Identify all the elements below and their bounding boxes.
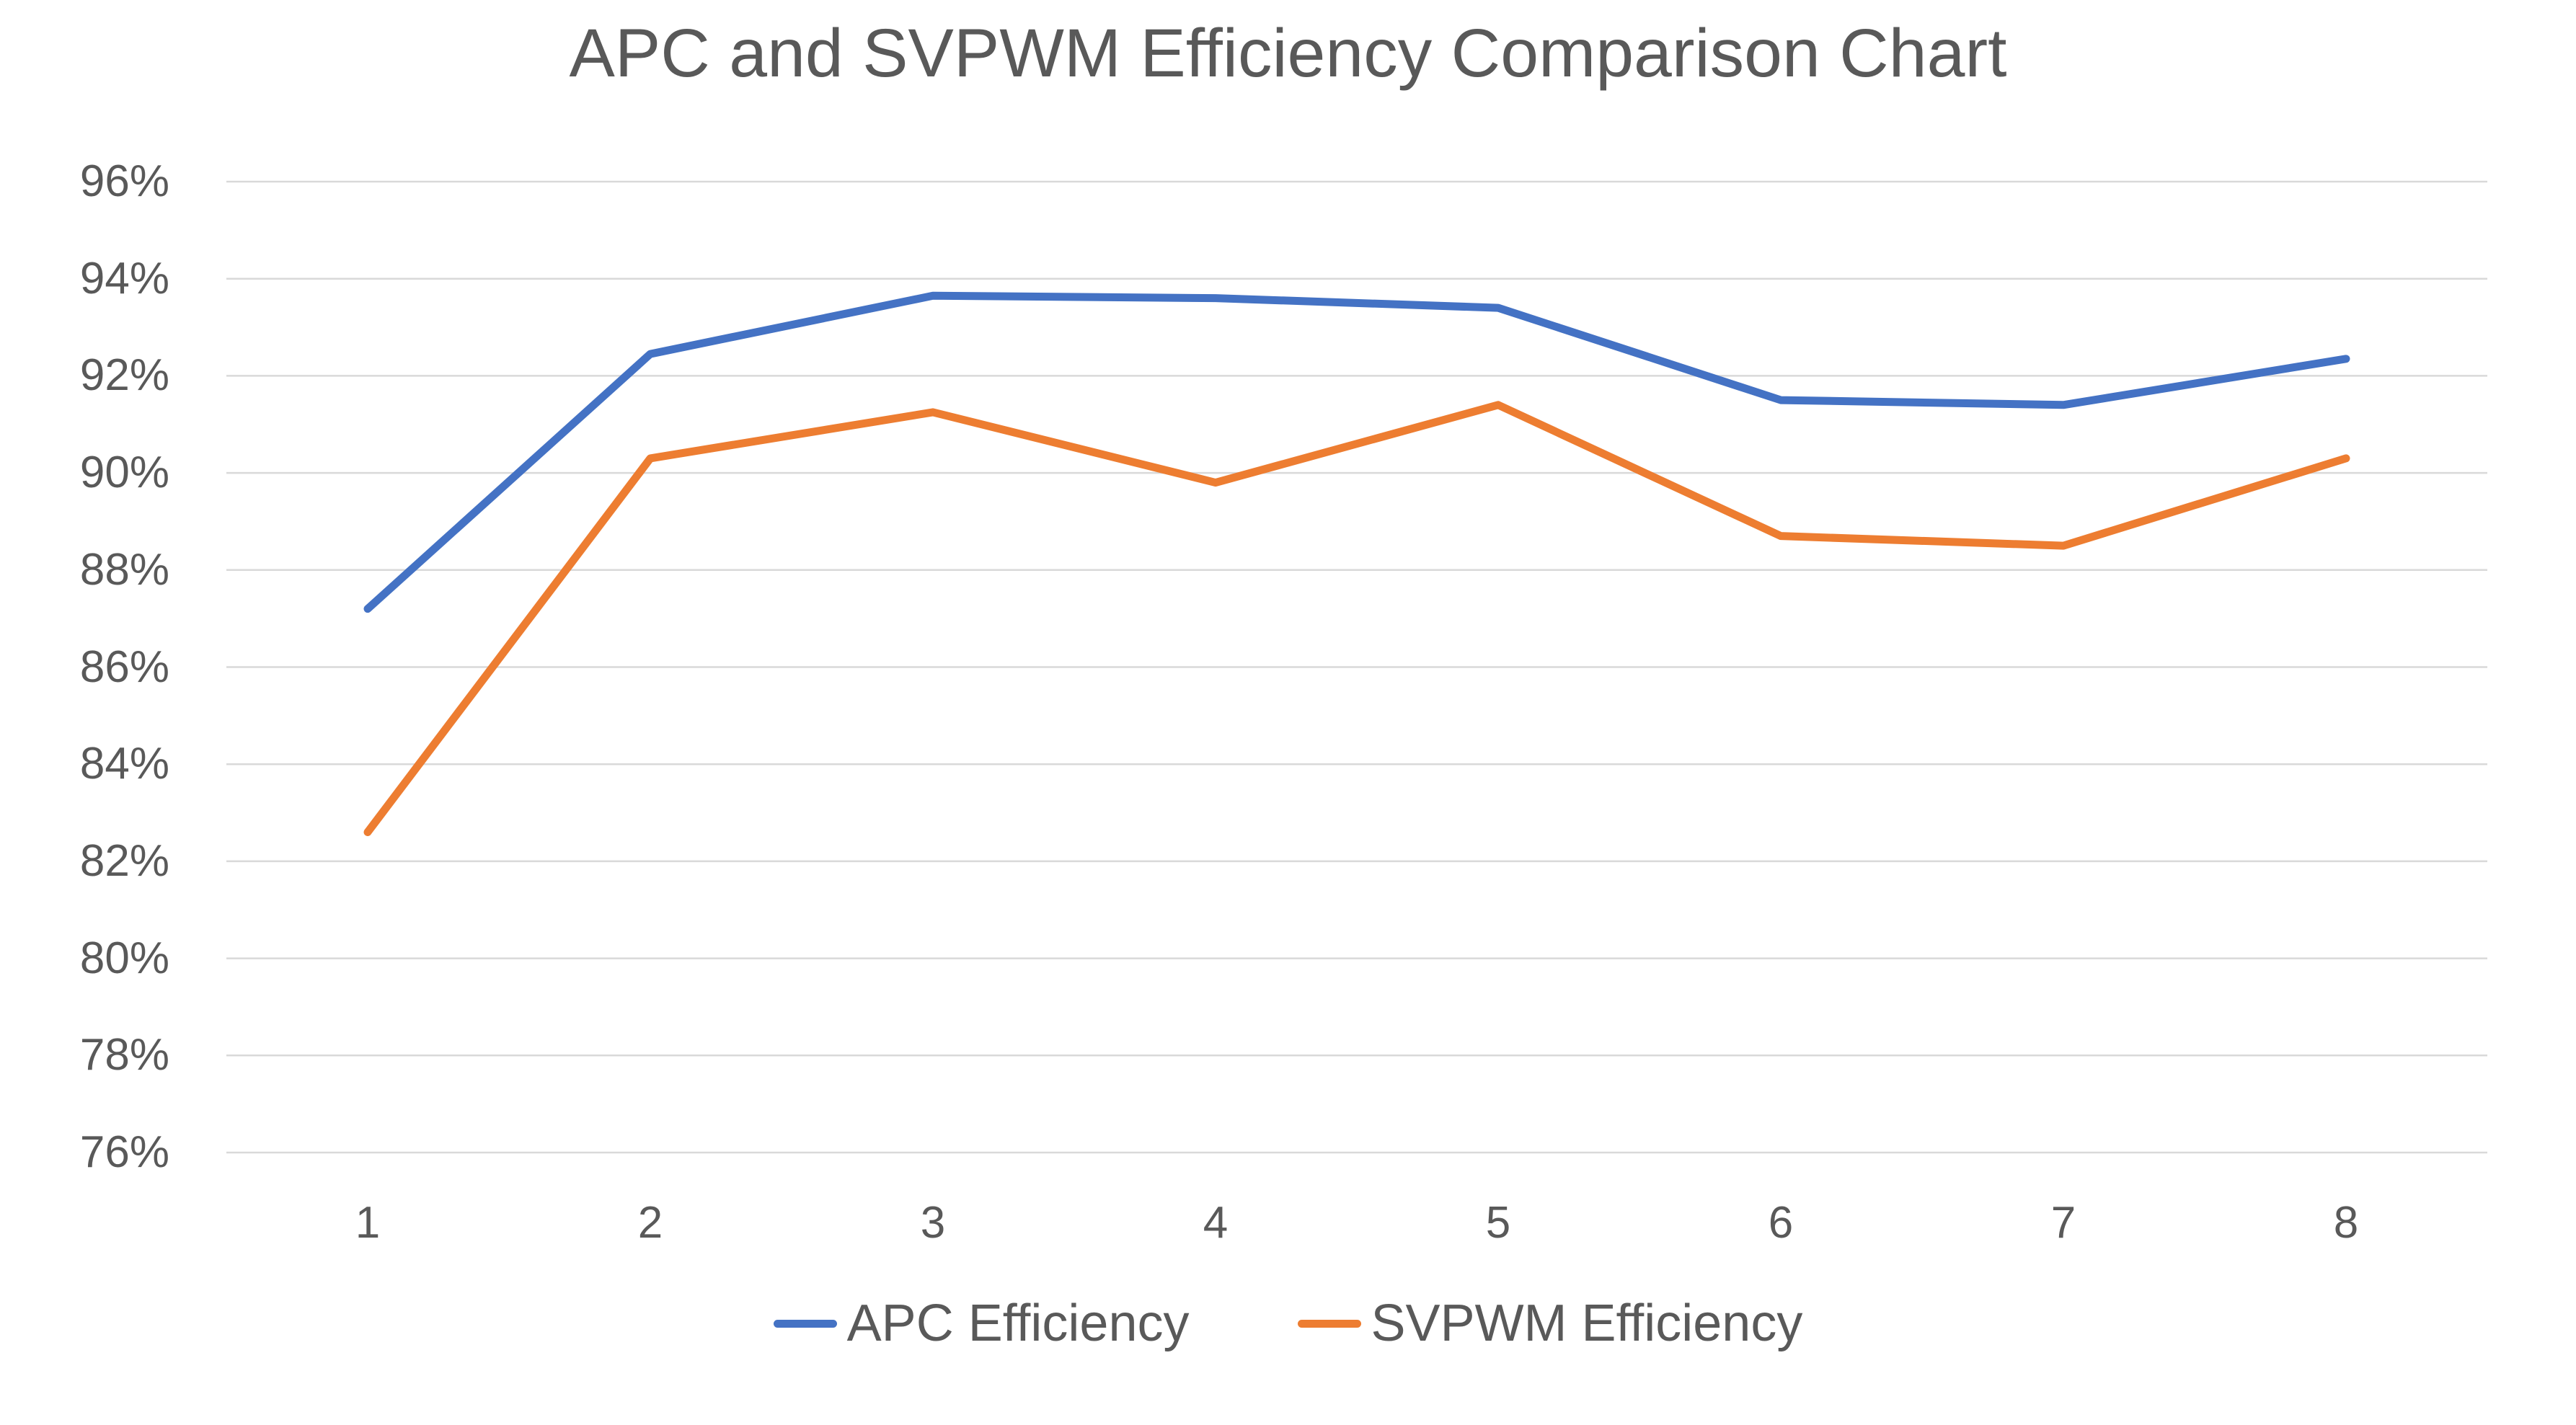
legend-item-apc: APC Efficiency	[773, 1294, 1190, 1353]
y-tick-label: 96%	[79, 156, 169, 206]
x-tick-label: 7	[2050, 1198, 2076, 1248]
y-tick-label: 84%	[79, 739, 169, 789]
apc-line-swatch	[773, 1319, 837, 1328]
chart-title: APC and SVPWM Efficiency Comparison Char…	[569, 15, 2007, 92]
x-tick-label: 6	[1768, 1198, 1794, 1248]
y-tick-label: 80%	[79, 933, 169, 983]
x-tick-label: 1	[355, 1198, 381, 1248]
svpwm-line-swatch	[1297, 1319, 1361, 1328]
x-tick-label: 5	[1485, 1198, 1511, 1248]
y-tick-label: 94%	[79, 253, 169, 303]
y-tick-label: 92%	[79, 350, 169, 401]
y-tick-label: 90%	[79, 448, 169, 498]
y-tick-label: 88%	[79, 544, 169, 595]
x-tick-label: 3	[920, 1198, 946, 1248]
x-tick-label: 2	[637, 1198, 663, 1248]
legend-label-svpwm: SVPWM Efficiency	[1371, 1295, 1803, 1352]
legend-item-svpwm: SVPWM Efficiency	[1297, 1294, 1803, 1353]
x-tick-label: 4	[1203, 1198, 1229, 1248]
y-tick-label: 76%	[79, 1127, 169, 1177]
y-tick-label: 86%	[79, 642, 169, 692]
y-tick-label: 82%	[79, 835, 169, 886]
series-line-apc-efficiency	[363, 291, 2350, 613]
series-line-svpwm-efficiency	[363, 401, 2350, 836]
legend: APC Efficiency SVPWM Efficiency	[0, 1294, 2576, 1353]
x-tick-label: 8	[2333, 1198, 2359, 1248]
y-tick-label: 78%	[79, 1030, 169, 1080]
legend-label-apc: APC Efficiency	[846, 1295, 1190, 1352]
